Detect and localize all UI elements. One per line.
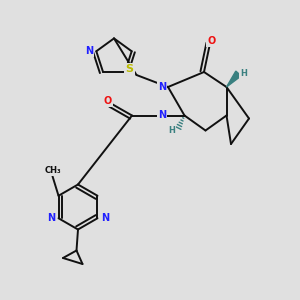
Text: N: N xyxy=(101,213,109,223)
Polygon shape xyxy=(226,71,241,87)
Text: H: H xyxy=(241,69,247,78)
Text: N: N xyxy=(158,110,166,121)
Text: O: O xyxy=(104,95,112,106)
Text: H: H xyxy=(168,126,175,135)
Text: N: N xyxy=(158,82,166,92)
Text: S: S xyxy=(125,64,134,74)
Text: O: O xyxy=(207,35,216,46)
Text: CH₃: CH₃ xyxy=(44,166,61,175)
Text: N: N xyxy=(85,46,93,56)
Text: N: N xyxy=(47,213,55,223)
